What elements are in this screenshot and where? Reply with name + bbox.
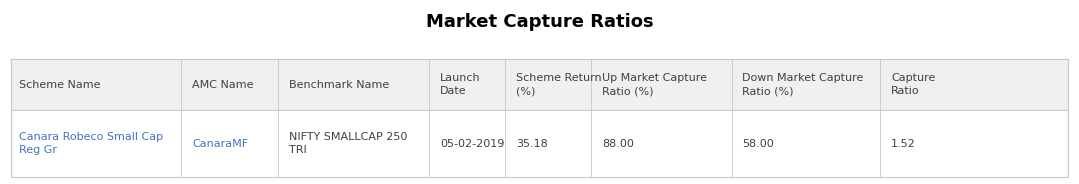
Bar <box>11 59 1068 177</box>
Text: Benchmark Name: Benchmark Name <box>289 80 390 90</box>
Text: Launch
Date: Launch Date <box>440 73 481 96</box>
Text: 05-02-2019: 05-02-2019 <box>440 139 505 148</box>
Text: 88.00: 88.00 <box>602 139 634 148</box>
Text: Down Market Capture
Ratio (%): Down Market Capture Ratio (%) <box>742 73 863 96</box>
Text: Market Capture Ratios: Market Capture Ratios <box>426 13 653 31</box>
Bar <box>11 110 1068 177</box>
Text: Scheme Return
(%): Scheme Return (%) <box>516 73 601 96</box>
Text: 1.52: 1.52 <box>891 139 916 148</box>
Text: 35.18: 35.18 <box>516 139 547 148</box>
Text: Canara Robeco Small Cap
Reg Gr: Canara Robeco Small Cap Reg Gr <box>19 132 164 155</box>
Text: Capture
Ratio: Capture Ratio <box>891 73 935 96</box>
Text: 58.00: 58.00 <box>742 139 774 148</box>
Bar <box>11 59 1068 110</box>
Text: Up Market Capture
Ratio (%): Up Market Capture Ratio (%) <box>602 73 707 96</box>
Text: Scheme Name: Scheme Name <box>19 80 101 90</box>
Text: CanaraMF: CanaraMF <box>192 139 248 148</box>
Text: AMC Name: AMC Name <box>192 80 254 90</box>
Text: NIFTY SMALLCAP 250
TRI: NIFTY SMALLCAP 250 TRI <box>289 132 408 155</box>
